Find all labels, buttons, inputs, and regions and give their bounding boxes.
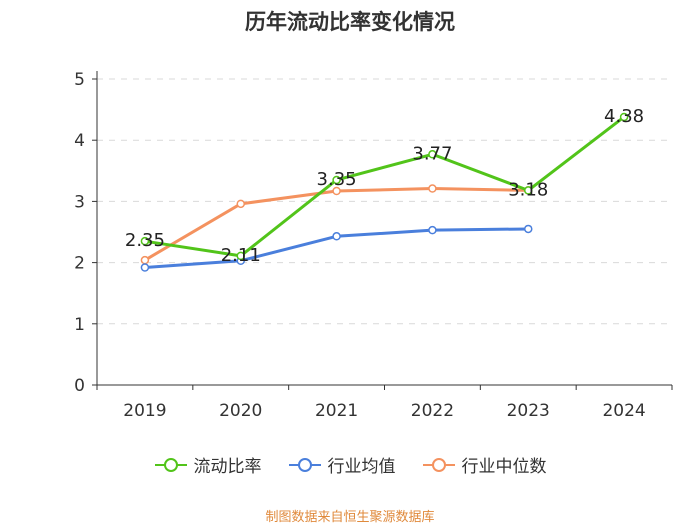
data-point xyxy=(140,263,150,272)
data-point xyxy=(428,150,437,159)
data-point xyxy=(428,225,437,235)
data-point xyxy=(619,112,629,122)
x-tick-label: 2021 xyxy=(315,401,358,421)
data-point xyxy=(428,184,437,193)
legend-label: 行业中位数 xyxy=(461,457,547,477)
y-tick-label: 2 xyxy=(74,254,85,274)
y-tick-label: 1 xyxy=(74,315,85,335)
legend: 流动比率 行业均值 行业中位数 xyxy=(0,452,700,477)
y-tick-label: 5 xyxy=(74,70,85,90)
data-label: 3.35 xyxy=(317,169,357,190)
data-point xyxy=(140,236,150,246)
data-label: 2.35 xyxy=(125,230,165,251)
data-point xyxy=(332,232,341,241)
grid-lines xyxy=(97,78,672,325)
data-label: 2.11 xyxy=(221,245,261,266)
data-point xyxy=(140,255,150,265)
x-tick-label: 2022 xyxy=(411,401,454,421)
x-tick-label: 2023 xyxy=(507,401,550,421)
legend-marker-industry-mean xyxy=(288,457,321,472)
legend-circle xyxy=(163,457,178,472)
x-tick-label: 2024 xyxy=(602,401,645,421)
x-tick-label: 2020 xyxy=(219,401,262,421)
data-label: 4.38 xyxy=(604,106,644,127)
legend-item-industry-median[interactable]: 行业中位数 xyxy=(422,452,547,477)
source-note: 制图数据来自恒生聚源数据库 xyxy=(265,510,435,525)
data-labels: 2.35 2.11 3.35 3.77 3.18 4.38 xyxy=(125,106,644,266)
data-point xyxy=(332,175,341,185)
data-point xyxy=(332,186,341,196)
y-tick-label: 3 xyxy=(74,192,85,212)
series-lines xyxy=(140,112,629,272)
data-label: 3.77 xyxy=(412,143,452,164)
data-point xyxy=(524,186,533,195)
legend-marker-current-ratio xyxy=(154,457,187,472)
data-point xyxy=(236,251,245,261)
data-point xyxy=(236,199,245,209)
legend-marker-industry-median xyxy=(422,457,455,472)
data-point xyxy=(524,224,533,234)
series-line xyxy=(144,115,625,258)
legend-label: 流动比率 xyxy=(193,457,262,477)
legend-label: 行业均值 xyxy=(327,457,396,477)
chart-title: 历年流动比率变化情况 xyxy=(245,10,455,34)
data-label: 3.18 xyxy=(508,179,548,200)
x-tick-label: 2019 xyxy=(123,401,166,421)
legend-circle xyxy=(297,457,312,472)
legend-item-current-ratio[interactable]: 流动比率 xyxy=(154,452,262,477)
legend-circle xyxy=(431,457,446,472)
axes: 0 1 2 3 4 5 2019 2020 2021 2022 2023 2024 xyxy=(74,70,673,421)
y-tick-label: 4 xyxy=(74,131,85,151)
y-tick-label: 0 xyxy=(74,376,85,396)
legend-item-industry-mean[interactable]: 行业均值 xyxy=(288,452,396,477)
